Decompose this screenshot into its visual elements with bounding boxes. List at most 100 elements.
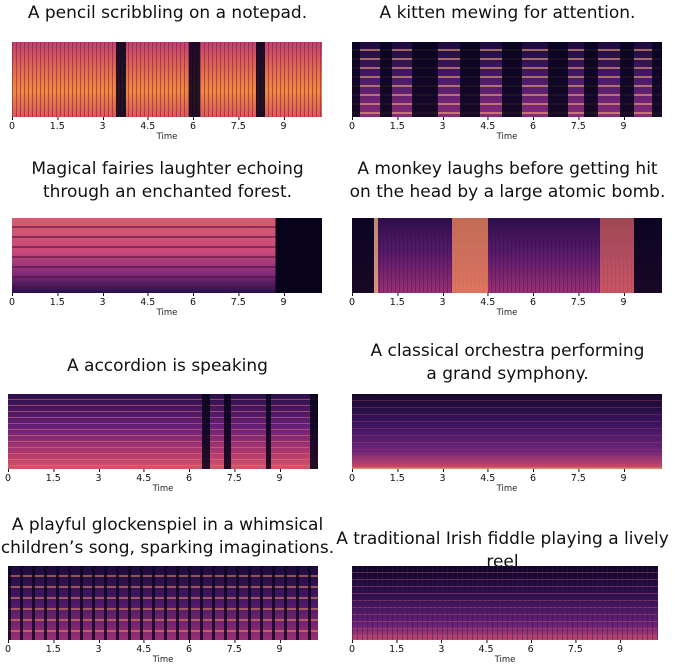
- x-tick-label: 9: [280, 293, 287, 308]
- silence-band-3: [256, 42, 265, 117]
- x-tick-label: 0: [8, 293, 16, 308]
- axis-monkey: 0 1.5 3 4.5 6 7.5 9 Time: [349, 293, 662, 323]
- x-tick-label: 6: [190, 293, 197, 308]
- x-tick-label: 0: [348, 117, 356, 132]
- xlabel: Time: [156, 132, 178, 142]
- x-tick-label: 1.5: [389, 640, 405, 655]
- caption-orchestra: A classical orchestra performing a grand…: [370, 341, 645, 384]
- caption-monkey: A monkey laughs before getting hit on th…: [349, 159, 666, 202]
- x-tick-label: 9: [617, 640, 624, 655]
- silence-band: [266, 394, 271, 469]
- explosion-band: [452, 218, 488, 293]
- silence-band: [548, 42, 568, 117]
- xlabel: Time: [494, 655, 516, 665]
- x-tick-label: 7.5: [570, 469, 586, 484]
- spectrogram-glockenspiel: [8, 566, 318, 640]
- x-tick-label: 6: [186, 640, 193, 655]
- xlabel: Time: [496, 308, 518, 318]
- caption-pencil: A pencil scribbling on a notepad.: [27, 3, 308, 23]
- x-tick-label: 7.5: [570, 117, 586, 132]
- x-tick-label: 4.5: [136, 640, 152, 655]
- axis-accordion: 0 1.5 3 4.5 6 7.5 9 Time: [4, 469, 318, 499]
- x-tick-label: 1.5: [45, 469, 61, 484]
- spectrogram-pencil: [12, 42, 322, 117]
- x-tick-label: 9: [620, 469, 627, 484]
- x-tick-label: 3: [439, 469, 446, 484]
- spectrogram-monkey: [352, 218, 662, 293]
- axis-fairies: 0 1.5 3 4.5 6 7.5 9 Time: [8, 293, 322, 323]
- x-tick-label: 4.5: [480, 293, 496, 308]
- axis-kitten: 0 1.5 3 4.5 6 7.5 9 Time: [348, 117, 662, 147]
- caption-fairies: Magical fairies laughter echoing through…: [31, 159, 304, 202]
- x-tick-label: 7.5: [230, 117, 246, 132]
- silence-band: [310, 394, 318, 469]
- caption-glockenspiel: A playful glockenspiel in a whimsical ch…: [0, 515, 335, 558]
- x-tick-label: 3: [95, 640, 102, 655]
- x-tick-label: 6: [527, 640, 534, 655]
- x-tick-label: 0: [348, 640, 356, 655]
- axis-glockenspiel: 0 1.5 3 4.5 6 7.5 9 Time: [4, 640, 318, 670]
- x-tick-label: 6: [186, 469, 193, 484]
- x-tick-label: 7.5: [226, 469, 242, 484]
- silence-band: [202, 394, 210, 469]
- silence-band: [352, 218, 374, 293]
- spectrogram-accordion: [8, 394, 318, 469]
- xlabel: Time: [152, 484, 174, 494]
- x-tick-label: 3: [95, 469, 102, 484]
- x-tick-label: 6: [530, 293, 537, 308]
- caption-kitten: A kitten mewing for attention.: [379, 3, 636, 23]
- x-tick-label: 3: [438, 640, 445, 655]
- x-tick-label: 4.5: [136, 469, 152, 484]
- silence-band: [620, 42, 634, 117]
- spectrogram-orchestra: [352, 394, 662, 469]
- x-tick-label: 4.5: [478, 640, 494, 655]
- x-tick-label: 1.5: [389, 469, 405, 484]
- x-tick-label: 1.5: [49, 293, 65, 308]
- silence-band: [224, 394, 231, 469]
- silence-band: [412, 42, 438, 117]
- xlabel: Time: [152, 655, 174, 665]
- x-tick-label: 7.5: [230, 293, 246, 308]
- spectrogram-fiddle: [352, 566, 658, 640]
- silence-band-1: [116, 42, 126, 117]
- silence-band: [652, 42, 662, 117]
- x-tick-label: 0: [348, 469, 356, 484]
- x-tick-label: 3: [99, 117, 106, 132]
- silence-band: [584, 42, 598, 117]
- x-tick-label: 4.5: [480, 469, 496, 484]
- x-tick-label: 1.5: [45, 640, 61, 655]
- x-tick-label: 7.5: [567, 640, 583, 655]
- silence-band: [352, 42, 360, 117]
- xlabel: Time: [156, 308, 178, 318]
- x-tick-label: 1.5: [49, 117, 65, 132]
- x-tick-label: 6: [530, 469, 537, 484]
- xlabel: Time: [496, 484, 518, 494]
- x-tick-label: 9: [280, 117, 287, 132]
- silence-band: [502, 42, 522, 117]
- x-tick-label: 3: [439, 293, 446, 308]
- silence-band: [380, 42, 392, 117]
- x-tick-label: 4.5: [480, 117, 496, 132]
- x-tick-label: 0: [4, 640, 12, 655]
- energy-band: [600, 218, 634, 293]
- silence-band-2: [189, 42, 200, 117]
- x-tick-label: 0: [4, 469, 12, 484]
- x-tick-label: 1.5: [389, 293, 405, 308]
- caption-accordion: A accordion is speaking: [67, 356, 268, 376]
- x-tick-label: 3: [99, 293, 106, 308]
- axis-fiddle: 0 1.5 3 4.5 6 7.5 9 Time: [348, 640, 658, 670]
- x-tick-label: 6: [530, 117, 537, 132]
- spectrogram-fairies: [12, 218, 322, 293]
- x-tick-label: 1.5: [389, 117, 405, 132]
- x-tick-label: 4.5: [140, 117, 156, 132]
- x-tick-label: 0: [8, 117, 16, 132]
- x-tick-label: 7.5: [226, 640, 242, 655]
- x-tick-label: 6: [190, 117, 197, 132]
- x-tick-label: 9: [276, 469, 283, 484]
- axis-pencil: 0 1.5 3 4.5 6 7.5 9 Time: [8, 117, 322, 147]
- energy-band: [374, 218, 378, 293]
- x-tick-label: 9: [620, 117, 627, 132]
- xlabel: Time: [496, 132, 518, 142]
- spectrogram-kitten: [352, 42, 662, 117]
- silence-band: [634, 218, 662, 293]
